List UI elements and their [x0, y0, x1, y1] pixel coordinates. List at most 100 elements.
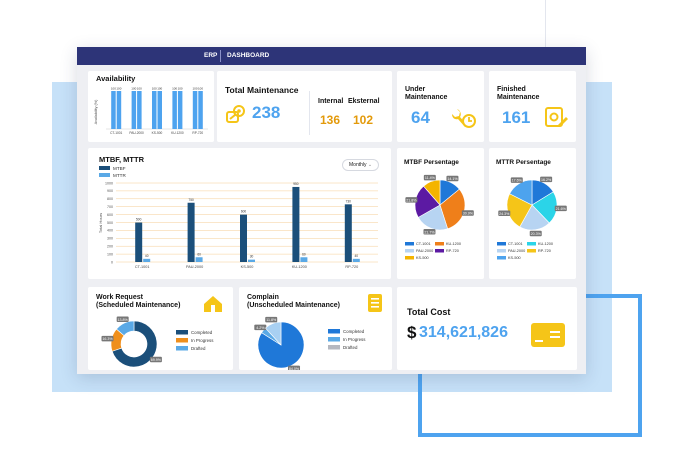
- mtbf-ytick-label: 700: [107, 205, 113, 209]
- total-cost-currency: $: [407, 323, 417, 342]
- availability-bar: [157, 91, 162, 129]
- availability-card: Availability Availability (%) 100 100 CT-10…: [88, 71, 214, 142]
- cp-data-label: 11.8%: [266, 318, 277, 322]
- mttr-pie-legend-label: KU-1200: [538, 242, 553, 246]
- cp-label-bg: [288, 365, 301, 370]
- cp-legend-label: In Progress: [343, 337, 366, 342]
- mttr-bar: [143, 258, 151, 262]
- complain-card: Complain (Unscheduled Maintenance) 84.0%…: [239, 287, 392, 370]
- mttr-bar: [195, 257, 203, 262]
- availability-data-label: 100: [172, 87, 177, 91]
- internal-value: 136: [320, 113, 341, 127]
- under-maintenance-value: 64: [411, 108, 430, 127]
- cp-legend-swatch: [328, 329, 340, 334]
- page-title[interactable]: DASHBOARD: [227, 52, 270, 59]
- internal-label: Internal: [318, 98, 344, 105]
- under-maintenance-card: Under Maintenance 64: [397, 71, 484, 142]
- complain-pie: 84.0% 4.2%11.8% Completed In Progress Drafte…: [254, 316, 366, 370]
- legend-mtbf: MTBF: [99, 165, 126, 172]
- mtbf-pie-label-bg: [405, 197, 418, 203]
- mtbf-tick-label: KS-500: [241, 265, 254, 269]
- legend-swatch-mtbf: [99, 166, 110, 171]
- wr-slice: [116, 320, 135, 337]
- home-icon: [204, 296, 222, 312]
- mttr-bar: [300, 257, 308, 262]
- mtbf-pie-label-bg: [423, 229, 436, 235]
- mttr-pie-label-bg: [498, 210, 511, 217]
- availability-title: Availability: [96, 74, 136, 83]
- mtbf-ytick-label: 600: [107, 213, 113, 217]
- mtbf-pie-legend-swatch: [435, 249, 444, 253]
- work-request-donut: 69.9% 16.3% 13.8% Completed In Progress Draft…: [101, 316, 214, 368]
- eksternal-value: 102: [353, 113, 374, 127]
- mttr-pie-legend-label: RP-720: [538, 249, 551, 253]
- mtbf-pie-data-label: 11.4%: [425, 176, 436, 180]
- availability-bar: [198, 91, 203, 129]
- cp-data-label: 4.2%: [256, 326, 265, 330]
- mttr-pie-slice: [509, 179, 533, 206]
- mtbf-ytick-label: 800: [107, 197, 113, 201]
- document-icon: [368, 294, 382, 312]
- cp-label-bg: [254, 324, 267, 331]
- legend-mttr: MTTR: [99, 172, 126, 179]
- app-name[interactable]: ERP: [204, 52, 218, 59]
- mtbf-mttr-card: MTBF, MTTR MTBF MTTR Monthly ⌄ Total Hou…: [88, 148, 391, 279]
- mtbf-pie-label-bg: [446, 175, 459, 182]
- availability-bar: [111, 91, 116, 129]
- mtbf-tick-label: PAU-2000: [186, 265, 203, 269]
- finished-maintenance-value: 161: [502, 108, 531, 127]
- mttr-pie-legend-swatch: [527, 242, 536, 246]
- mttr-bar: [248, 259, 255, 262]
- finished-maintenance-title-1: Finished: [497, 86, 526, 93]
- availability-data-label: 100: [111, 87, 116, 91]
- mttr-data-label: 40: [145, 254, 149, 258]
- total-maintenance-value: 238: [252, 103, 281, 122]
- mttr-bar: [352, 258, 360, 262]
- wr-data-label: 16.3%: [102, 337, 113, 341]
- mttr-pie-legend-swatch: [497, 249, 506, 253]
- wr-label-bg: [116, 316, 129, 322]
- mtbf-ylabel: Total Hours: [98, 213, 103, 233]
- legend-label-mttr: MTTR: [113, 172, 126, 178]
- total-maintenance-card: Total Maintenance 238 Internal Eksternal…: [217, 71, 392, 142]
- mttr-pie-legend-label: CT-1001: [508, 242, 523, 246]
- wr-legend-swatch: [176, 346, 188, 351]
- mttr-pie-chart: 16.2% 21.6% 20.3% 24.3% 17.6% CT-1001 KU-1200 P…: [497, 176, 567, 260]
- mtbf-percentage-title: MTBF Persentage: [404, 159, 459, 166]
- mtbf-mttr-chart: Total Hours 0 100 200 300 400 500 600 700 800 900 1…: [98, 181, 378, 269]
- chevron-down-icon: ⌄: [367, 162, 373, 168]
- title-separator: [220, 50, 221, 62]
- mtbf-pie-slice: [423, 179, 441, 206]
- mtbf-bar: [240, 214, 247, 262]
- availability-bar: [177, 91, 183, 129]
- mtbf-pie-legend-label: KS-500: [416, 256, 429, 260]
- wr-legend-label: Drafted: [191, 346, 206, 351]
- decorative-line: [545, 0, 546, 60]
- mtbf-bar: [135, 222, 143, 262]
- mttr-pie-label-bg: [510, 177, 523, 183]
- mtbf-data-label: 600: [241, 210, 247, 214]
- availability-bar: [172, 91, 177, 129]
- mtbf-ytick-label: 500: [107, 221, 113, 225]
- mtbf-tick-label: RP-720: [345, 265, 358, 269]
- availability-tick-label: PAU-2000: [129, 131, 144, 135]
- mttr-data-label: 60: [197, 252, 201, 256]
- availability-ylabel: Availability (%): [94, 99, 98, 125]
- mtbf-pie-data-label: 30.9%: [463, 212, 474, 216]
- cp-legend-label: Drafted: [343, 345, 358, 350]
- mttr-data-label: 40: [355, 254, 359, 258]
- cp-legend-label: Completed: [343, 329, 365, 334]
- cp-slice: [265, 321, 282, 346]
- availability-data-label: 100: [131, 87, 136, 91]
- total-cost-title: Total Cost: [407, 307, 451, 317]
- mtbf-tick-label: CT-1001: [135, 265, 150, 269]
- period-dropdown-value: Monthly: [349, 162, 367, 168]
- wr-legend-label: In Progress: [191, 338, 214, 343]
- finished-maintenance-card: Finished Maintenance 161: [489, 71, 576, 142]
- mttr-pie-legend-label: PAU-2000: [508, 249, 525, 253]
- mtbf-ytick-label: 400: [107, 229, 113, 233]
- period-dropdown[interactable]: Monthly ⌄: [342, 159, 380, 171]
- mttr-pie-legend-swatch: [497, 242, 506, 246]
- availability-bar: [137, 91, 142, 129]
- wr-label-bg: [101, 335, 114, 342]
